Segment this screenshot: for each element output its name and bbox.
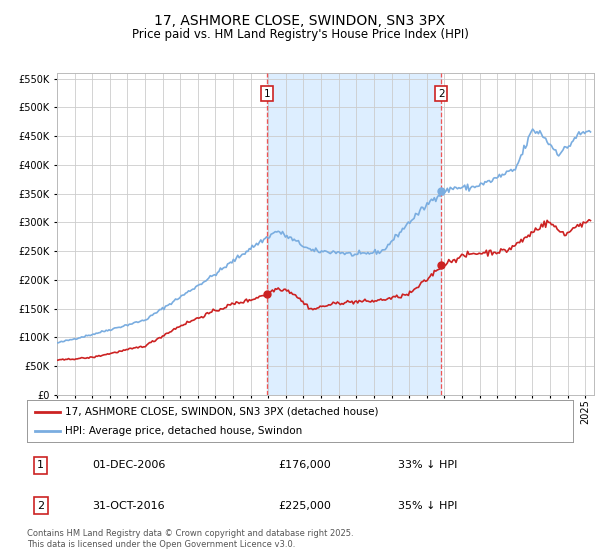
- Text: 33% ↓ HPI: 33% ↓ HPI: [398, 460, 458, 470]
- Text: £225,000: £225,000: [278, 501, 331, 511]
- Text: 31-OCT-2016: 31-OCT-2016: [92, 501, 165, 511]
- Text: 17, ASHMORE CLOSE, SWINDON, SN3 3PX: 17, ASHMORE CLOSE, SWINDON, SN3 3PX: [154, 14, 446, 28]
- Text: 35% ↓ HPI: 35% ↓ HPI: [398, 501, 458, 511]
- Text: 01-DEC-2006: 01-DEC-2006: [92, 460, 166, 470]
- Text: Contains HM Land Registry data © Crown copyright and database right 2025.
This d: Contains HM Land Registry data © Crown c…: [27, 529, 353, 549]
- Text: Price paid vs. HM Land Registry's House Price Index (HPI): Price paid vs. HM Land Registry's House …: [131, 28, 469, 41]
- Text: 2: 2: [37, 501, 44, 511]
- Text: 2: 2: [438, 88, 445, 99]
- Text: HPI: Average price, detached house, Swindon: HPI: Average price, detached house, Swin…: [65, 426, 302, 436]
- Text: £176,000: £176,000: [278, 460, 331, 470]
- Text: 17, ASHMORE CLOSE, SWINDON, SN3 3PX (detached house): 17, ASHMORE CLOSE, SWINDON, SN3 3PX (det…: [65, 407, 379, 417]
- Text: 1: 1: [37, 460, 44, 470]
- Text: 1: 1: [263, 88, 270, 99]
- Bar: [267, 73, 442, 395]
